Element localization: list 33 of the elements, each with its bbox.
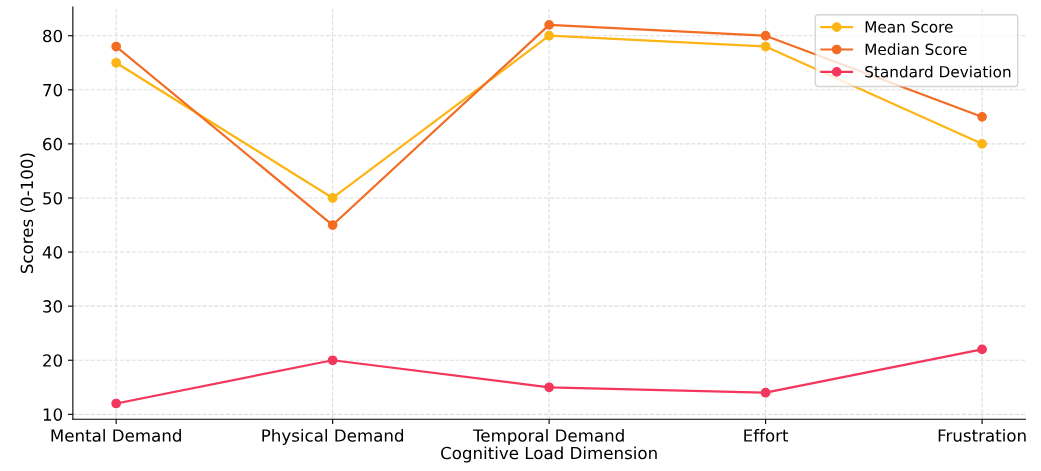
x-tick-label: Mental Demand — [51, 428, 181, 442]
legend-label: Median Score — [865, 43, 967, 56]
legend-label: Standard Deviation — [865, 65, 1011, 78]
point — [327, 193, 338, 203]
point — [760, 30, 771, 41]
point — [327, 355, 338, 366]
point — [111, 57, 122, 68]
x-tick-label: Temporal Demand — [472, 428, 624, 446]
legend-label: Mean Score — [865, 21, 953, 33]
point — [111, 41, 122, 52]
point — [544, 20, 554, 30]
point — [977, 139, 987, 149]
y-tick-label: 40 — [42, 246, 63, 259]
point — [760, 387, 771, 398]
point — [327, 220, 338, 230]
y-tick-label: 60 — [43, 137, 63, 151]
x-tick-label: Frustration — [938, 428, 1026, 442]
point — [977, 344, 987, 355]
point — [544, 382, 554, 393]
x-tick-label: Effort — [744, 428, 789, 442]
y-tick-label: 20 — [43, 354, 63, 367]
point — [544, 30, 554, 41]
x-tick-label: Physical Demand — [262, 428, 404, 446]
y-axis-title: Scores (0-100) — [20, 153, 36, 274]
y-tick-label: 10 — [43, 408, 63, 421]
point — [760, 41, 771, 52]
point — [977, 111, 987, 122]
y-tick-label: 50 — [43, 191, 63, 205]
y-tick-label: 30 — [43, 300, 63, 313]
y-tick-label: 70 — [43, 83, 63, 97]
x-axis-title: Cognitive Load Dimension — [441, 446, 657, 463]
y-tick-label: 80 — [43, 29, 63, 43]
point — [111, 398, 122, 409]
